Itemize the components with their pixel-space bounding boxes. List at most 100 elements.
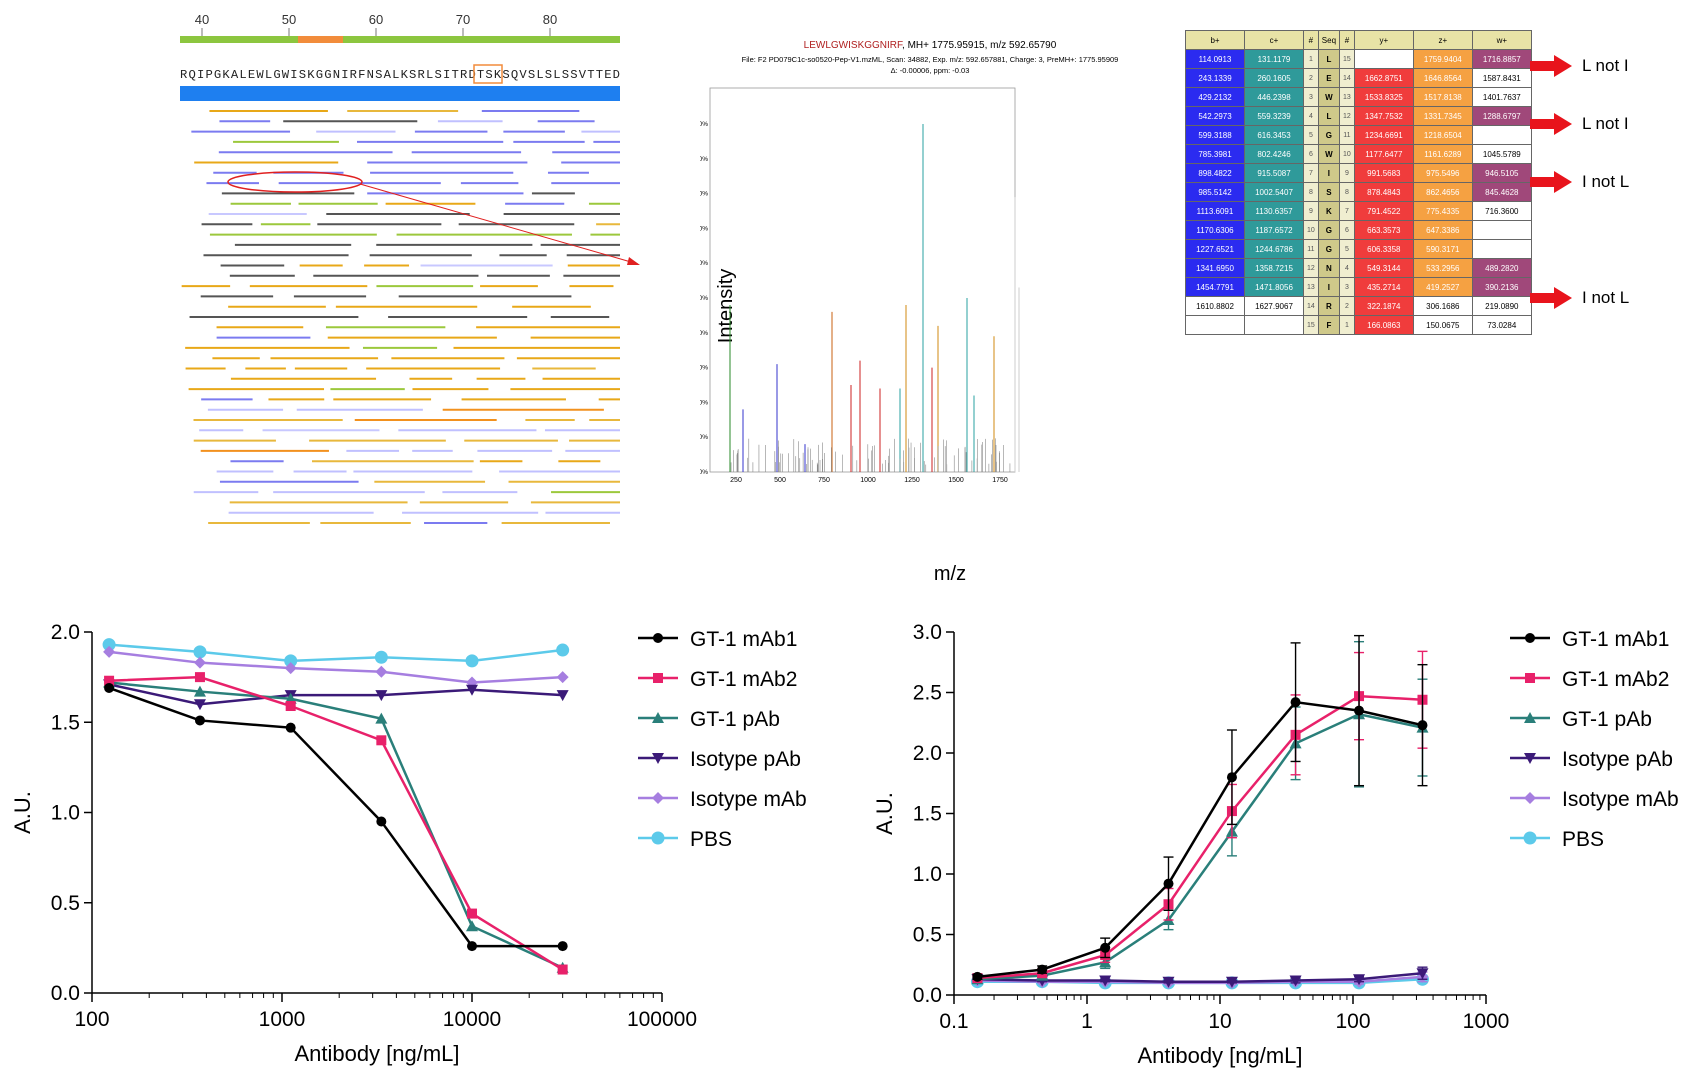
- ion-cell: 219.0890: [1471, 296, 1532, 316]
- data-point: [653, 673, 663, 683]
- x-axis-label: Antibody [ng/mL]: [294, 1041, 459, 1066]
- ion-cell: G: [1317, 239, 1341, 259]
- series-line: [108, 681, 564, 969]
- ion-cell: 559.3239: [1244, 106, 1304, 126]
- ion-cell: 647.3386: [1412, 220, 1473, 240]
- data-point: [193, 685, 206, 697]
- ion-cell: 1234.6691: [1353, 125, 1414, 145]
- ion-cell: 2: [1339, 296, 1355, 316]
- spectrum-xtick: 1000: [860, 477, 876, 484]
- ion-cell: 306.1686: [1412, 296, 1473, 316]
- ion-cell: 1347.7532: [1353, 106, 1414, 126]
- ion-cell: 991.5683: [1353, 163, 1414, 183]
- ion-cell: 13: [1339, 87, 1355, 107]
- elisa-chart-2: 0.0 0.5 1.0 1.5 2.0 2.5 3.0 0.1 1 10 100 1000 Antibo…: [847, 600, 1694, 1080]
- ion-cell: 1: [1303, 49, 1319, 69]
- ion-cell: G: [1317, 125, 1341, 145]
- data-point: [1524, 753, 1536, 764]
- ion-cell: 3: [1339, 277, 1355, 297]
- coverage-svg: 40 50 60 70 80 RQIPGKALEWLGWISKGGNIRFNSALKSRL…: [180, 12, 640, 524]
- data-point: [194, 715, 205, 726]
- spectrum-title-rest: , MH+ 1775.95915, m/z 592.65790: [902, 40, 1057, 51]
- legend-label: Isotype mAb: [1562, 788, 1679, 811]
- table-row: 542.2973 559.3239 4 L 12 1347.7532 1331.7345 12…: [1185, 106, 1532, 126]
- ion-cell: [1471, 239, 1532, 259]
- y-tick-label: 1.5: [913, 803, 942, 826]
- ion-cell: 1187.6572: [1244, 220, 1304, 240]
- data-point: [652, 712, 664, 723]
- chart-2-svg: 0.0 0.5 1.0 1.5 2.0 2.5 3.0 0.1 1 10 100 1000 Antibo…: [872, 621, 1679, 1068]
- data-point: [374, 650, 388, 664]
- ion-cell: 14: [1303, 296, 1319, 316]
- series-line: [977, 700, 1423, 979]
- data-point: [375, 712, 388, 724]
- msms-spectrum: LEWLGWISKGGNIRF, MH+ 1775.95915, m/z 592…: [691, 36, 1160, 596]
- y-tick-label: 0.5: [913, 924, 942, 947]
- data-point: [653, 633, 663, 643]
- isomer-annotation: I not L: [1530, 170, 1629, 193]
- ion-cell: W: [1317, 87, 1341, 107]
- x-tick-label: 100: [74, 1008, 109, 1031]
- data-point: [1417, 720, 1428, 731]
- y-axis-label: A.U.: [872, 792, 897, 835]
- spectrum-ytick: 60%: [700, 260, 708, 267]
- ion-cell: 1471.8056: [1244, 277, 1304, 297]
- data-point: [556, 643, 570, 657]
- table-row: 429.2132 446.2398 3 W 13 1533.8325 1517.8138 14…: [1185, 87, 1532, 107]
- ion-cell: 243.1339: [1185, 68, 1245, 88]
- spectrum-peptide: LEWLGWISKGGNIRF: [804, 40, 903, 51]
- data-point: [467, 941, 477, 952]
- ion-cell: 114.0913: [1185, 49, 1245, 69]
- ion-cell: 12: [1339, 106, 1355, 126]
- table-row: 985.5142 1002.5407 8 S 8 878.4843 862.4656 845.…: [1185, 182, 1532, 202]
- x-tick-label: 1000: [1463, 1010, 1510, 1033]
- ion-cell: 7: [1339, 201, 1355, 221]
- data-point: [557, 964, 568, 975]
- ion-cell: 785.3981: [1185, 144, 1245, 164]
- spectrum-ytick: 20%: [700, 399, 708, 406]
- pointer-line: [359, 183, 639, 265]
- ion-cell: 1533.8325: [1353, 87, 1414, 107]
- data-point: [194, 672, 205, 683]
- red-arrow-icon: [1530, 170, 1572, 193]
- legend-label: Isotype pAb: [690, 748, 801, 771]
- ion-cell: 533.2956: [1412, 258, 1473, 278]
- data-point: [556, 671, 569, 684]
- x-tick-label: 100: [1335, 1010, 1370, 1033]
- isomer-annotation: L not I: [1530, 55, 1629, 77]
- data-point: [1353, 974, 1366, 986]
- series-line: [977, 712, 1423, 981]
- data-point: [1525, 673, 1535, 683]
- data-point: [1100, 942, 1111, 953]
- ion-cell: [1185, 315, 1245, 335]
- ion-cell: [1353, 49, 1414, 69]
- legend-label: Isotype mAb: [690, 788, 807, 811]
- spectrum-ytick: 30%: [700, 365, 708, 372]
- y-tick-label: 1.0: [913, 863, 942, 886]
- isomer-annotation-label: I not L: [1582, 287, 1630, 307]
- ion-cell: 1358.7215: [1244, 258, 1304, 278]
- ion-cell: 975.5496: [1412, 163, 1473, 183]
- ion-cell: 946.5105: [1471, 163, 1532, 183]
- x-tick-label: 0.1: [939, 1010, 968, 1033]
- data-point: [1416, 968, 1429, 980]
- data-point: [193, 645, 207, 659]
- ion-cell: 1161.6289: [1412, 144, 1473, 164]
- ion-cell: 4: [1303, 106, 1319, 126]
- ion-cell: R: [1317, 296, 1341, 316]
- ion-cell: [1471, 220, 1532, 240]
- y-tick-label: 1.0: [51, 802, 80, 825]
- legend-label: GT-1 mAb1: [1562, 628, 1669, 651]
- y-tick-label: 2.0: [51, 621, 80, 644]
- data-point: [651, 831, 665, 845]
- data-point: [652, 792, 664, 804]
- spectrum-ytick: 50%: [700, 295, 708, 302]
- legend-label: PBS: [690, 828, 732, 851]
- series-line: [977, 694, 1423, 980]
- spectrum-xtick: 250: [730, 477, 742, 484]
- table-row: 1170.6306 1187.6572 10 G 6 663.3573 647.3386: [1185, 220, 1532, 240]
- data-point: [1524, 792, 1536, 804]
- y-tick-label: 2.5: [913, 682, 942, 705]
- data-point: [1525, 633, 1535, 643]
- data-point: [1163, 878, 1174, 889]
